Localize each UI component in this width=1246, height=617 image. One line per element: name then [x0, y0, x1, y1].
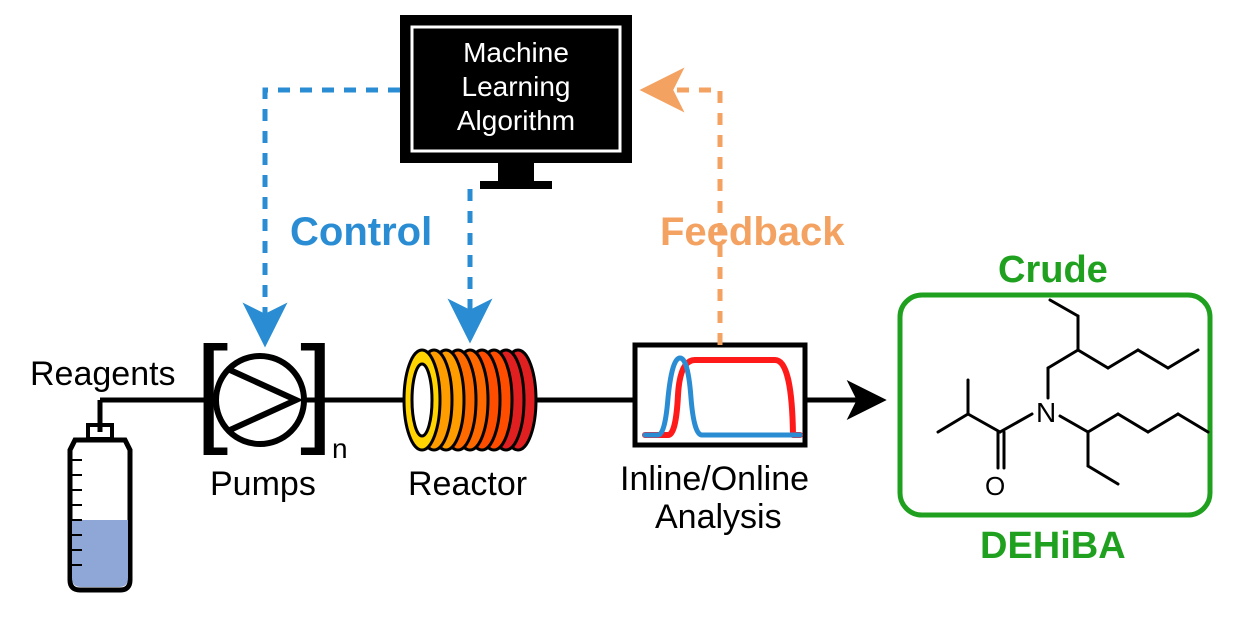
dehiba-label: DEHiBA: [980, 525, 1126, 567]
control-label: Control: [290, 210, 432, 254]
feedback-label: Feedback: [660, 210, 845, 254]
reagent-bottle-icon: [70, 425, 130, 590]
crude-label: Crude: [998, 249, 1108, 291]
analysis-box-icon: [635, 345, 805, 445]
flowchart-diagram: Reagents [ ] n Pumps: [0, 0, 1246, 617]
monitor-text-3: Algorithm: [457, 105, 575, 136]
monitor-text-1: Machine: [463, 37, 569, 68]
pumps-icon: [ ] n: [195, 322, 348, 464]
reactor-icon: [404, 350, 536, 450]
pumps-label: Pumps: [210, 465, 316, 503]
monitor-text-2: Learning: [462, 71, 571, 102]
monitor-icon: Machine Learning Algorithm: [400, 15, 632, 189]
reagents-label: Reagents: [30, 355, 176, 393]
svg-text:O: O: [985, 471, 1005, 501]
svg-text:N: N: [1036, 397, 1056, 428]
analysis-label-2: Analysis: [655, 498, 782, 536]
pumps-subscript: n: [332, 433, 348, 464]
reactor-label: Reactor: [408, 465, 527, 503]
analysis-label-1: Inline/Online: [620, 460, 809, 498]
